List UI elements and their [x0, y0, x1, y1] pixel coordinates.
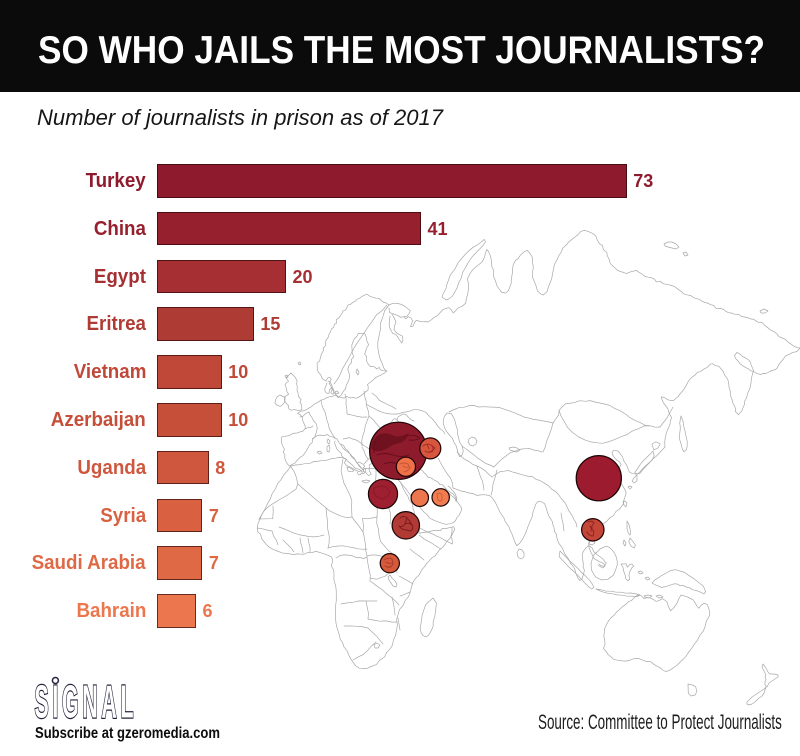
svg-text:SIGNAL: SIGNAL — [35, 676, 138, 727]
